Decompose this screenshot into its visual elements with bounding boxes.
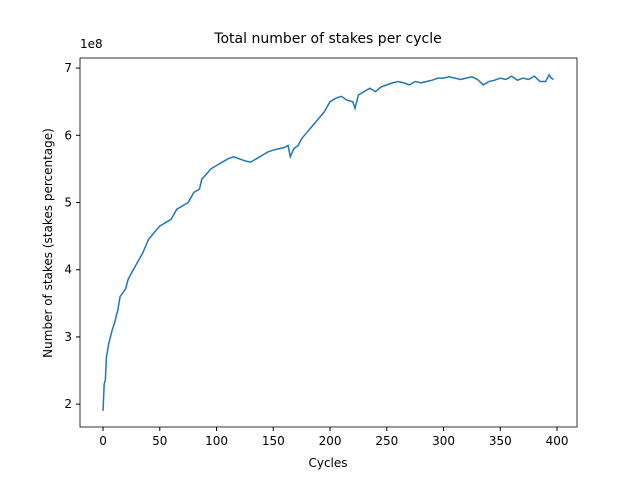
x-tick-label: 200 [319, 434, 342, 448]
line [102, 73, 555, 411]
x-tick-label: 350 [489, 434, 512, 448]
x-tick-label: 50 [152, 434, 167, 448]
y-tick-label: 3 [64, 330, 72, 344]
y-offset-label: 1e8 [80, 37, 103, 51]
y-tick-label: 5 [64, 196, 72, 210]
x-tick-label: 400 [546, 434, 569, 448]
x-tick-label: 100 [205, 434, 228, 448]
x-tick-label: 0 [99, 434, 107, 448]
y-tick-label: 7 [64, 61, 72, 75]
x-tick-label: 300 [432, 434, 455, 448]
x-axis-label: Cycles [308, 456, 347, 470]
chart-title: Total number of stakes per cycle [213, 31, 441, 47]
y-axis-label: Number of stakes (stakes percentage) [41, 128, 55, 358]
x-tick-label: 250 [375, 434, 398, 448]
y-tick-label: 2 [64, 397, 72, 411]
y-tick-label: 6 [64, 128, 72, 142]
y-tick-label: 4 [64, 263, 72, 277]
plot-frame [79, 57, 578, 428]
x-tick-label: 150 [262, 434, 285, 448]
